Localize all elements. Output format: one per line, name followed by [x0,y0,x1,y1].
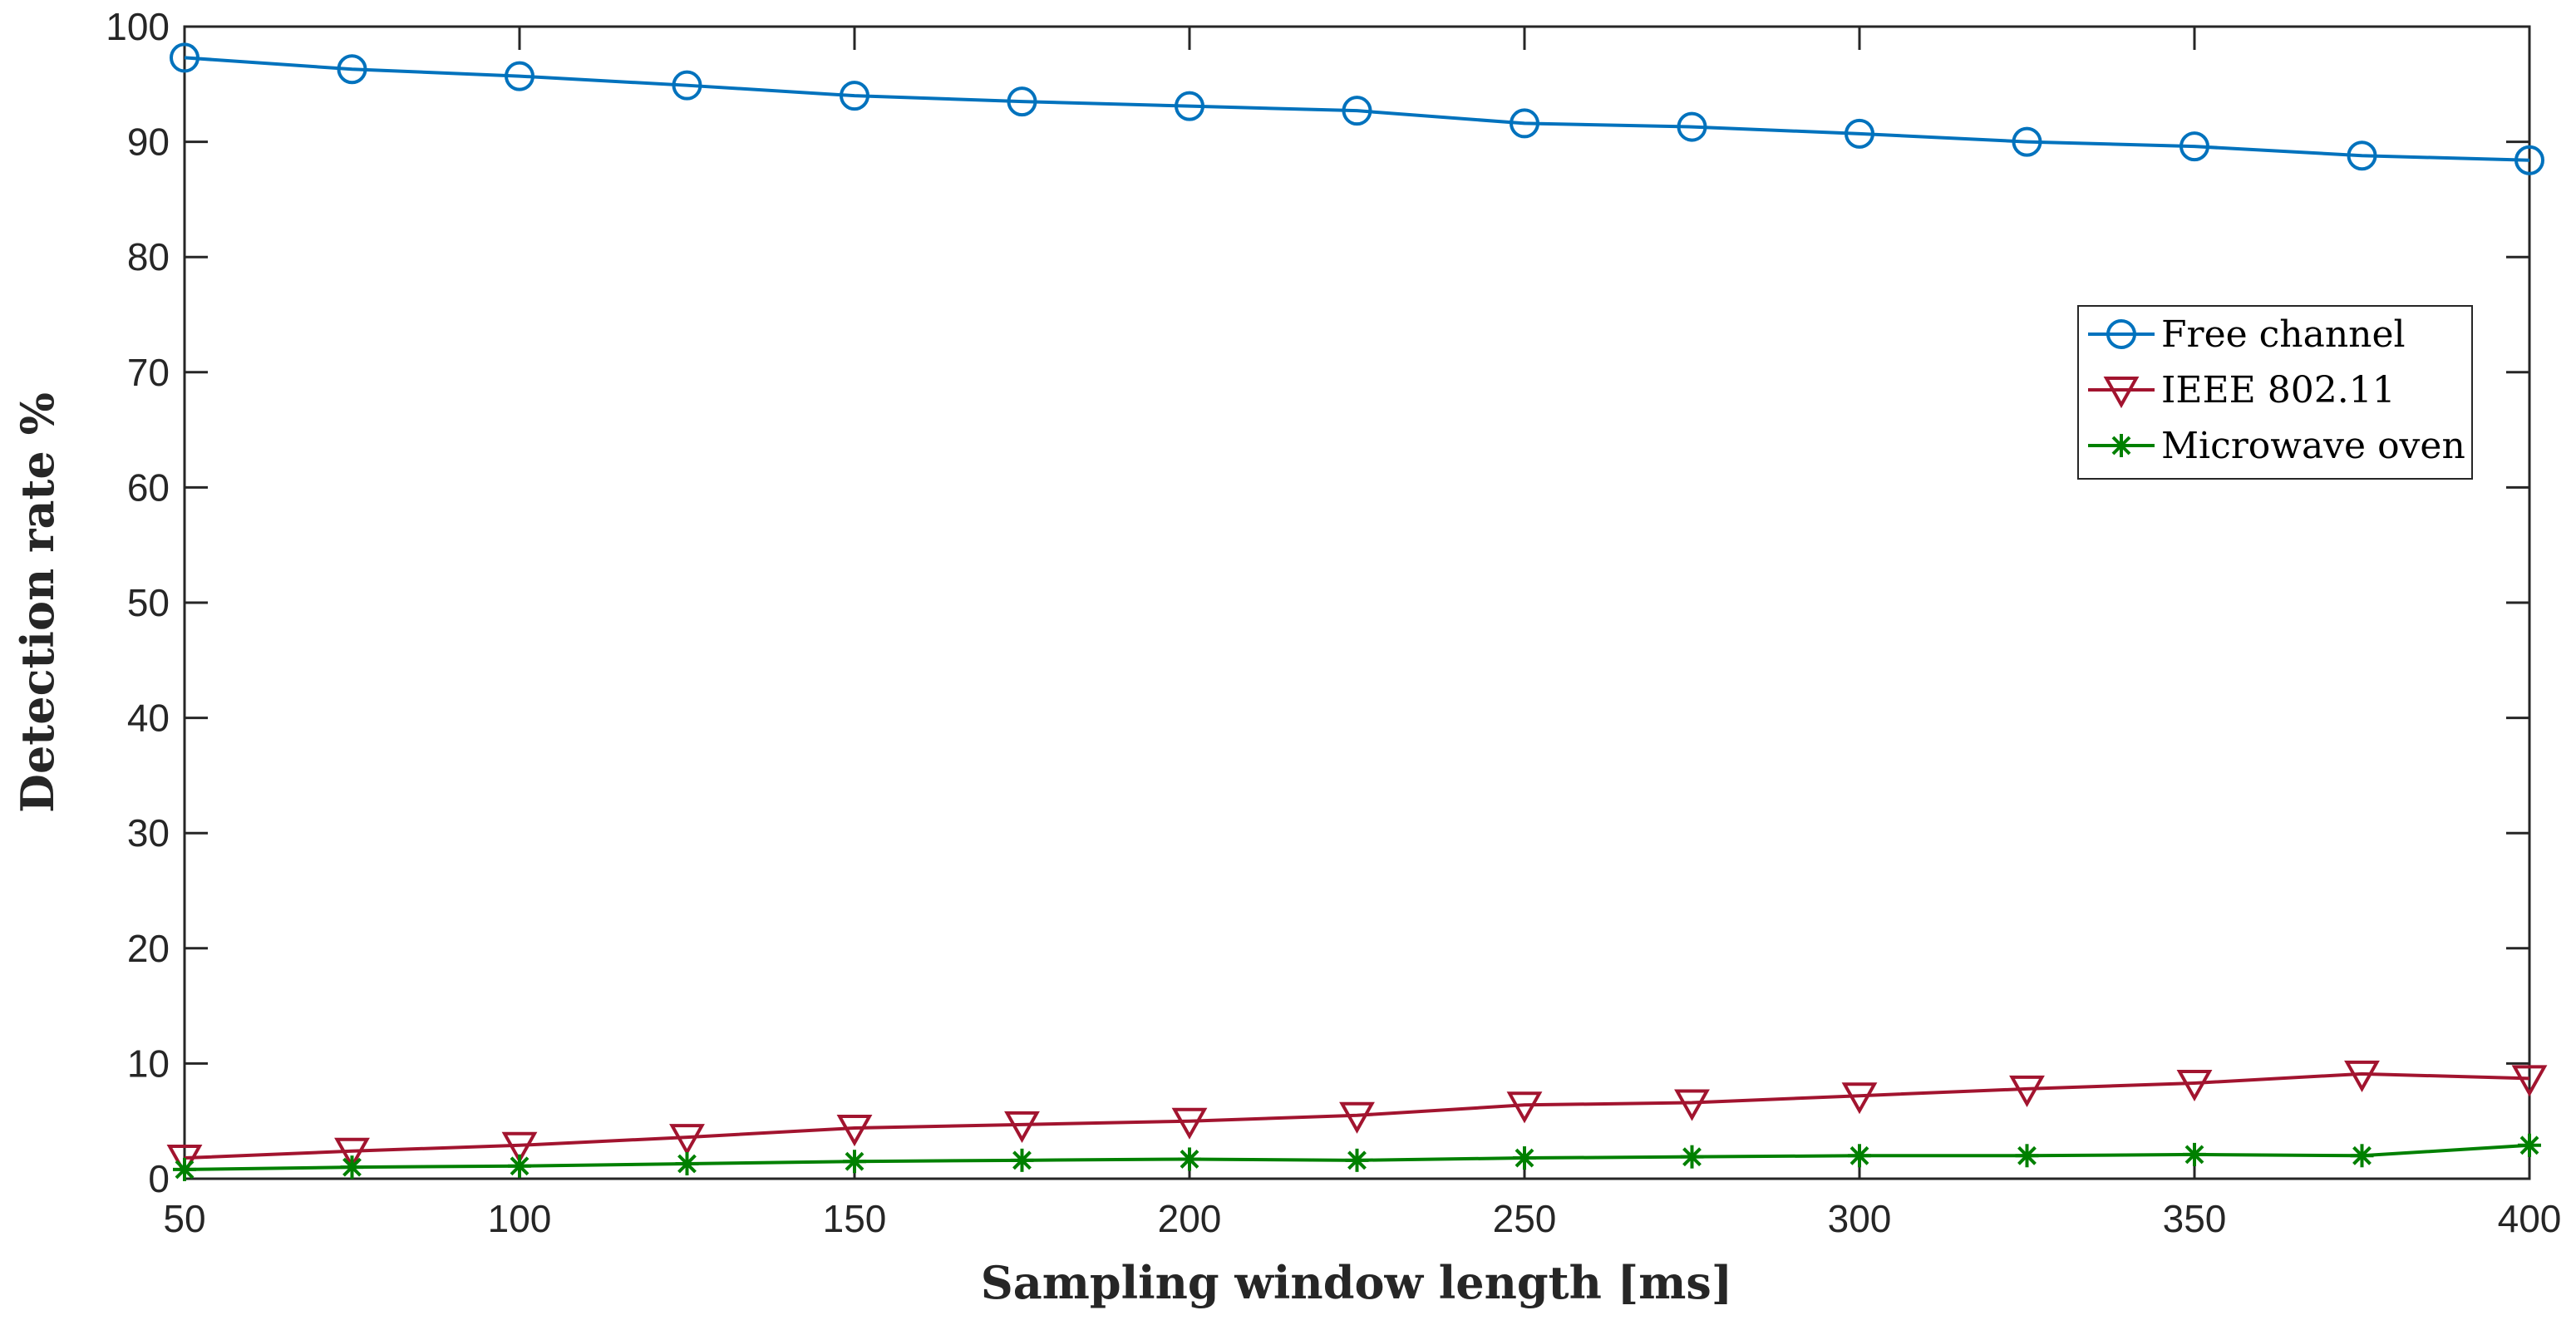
legend-marker [2106,319,2136,349]
x-tick-label: 400 [2498,1197,2562,1240]
data-point-microwave-oven [2350,1144,2374,1168]
data-point-free-channel [1342,96,1372,126]
x-tick-label: 300 [1828,1197,1892,1240]
data-point-free-channel [1175,91,1204,121]
legend-label: Microwave oven [2161,425,2465,467]
y-tick-label: 20 [127,927,170,970]
data-point-free-channel [2347,140,2377,171]
data-point-microwave-oven [173,1157,196,1181]
data-point-free-channel [170,42,199,73]
data-point-microwave-oven [1848,1144,1871,1168]
data-point-ieee-802-11 [2344,1060,2380,1092]
data-point-free-channel [2012,126,2042,157]
data-point-ieee-802-11 [2009,1075,2045,1107]
y-axis-title: Detection rate % [11,392,64,813]
data-point-microwave-oven [508,1154,531,1178]
x-tick-label: 250 [1493,1197,1557,1240]
y-tick-label: 100 [106,5,170,48]
data-point-ieee-802-11 [501,1131,538,1164]
series-ieee-802-11 [166,1060,2548,1177]
data-point-microwave-oven [1345,1148,1369,1172]
y-tick-label: 70 [127,351,170,394]
legend-marker [2103,377,2140,409]
x-tick-label: 150 [823,1197,887,1240]
y-tick-label: 0 [148,1157,170,1200]
data-point-free-channel [1677,111,1707,142]
y-tick-label: 90 [127,121,170,164]
data-point-ieee-802-11 [1674,1089,1710,1121]
legend: Free channel IEEE 802.11 Microwave oven [2077,305,2473,480]
x-tick-labels: 50 100 150 200 250 300 350 400 [163,1197,2561,1240]
data-point-ieee-802-11 [166,1145,203,1177]
series-microwave-oven [173,1133,2541,1181]
data-point-free-channel [1510,108,1539,139]
x-axis-title: Sampling window length [ms] [981,1256,1733,1309]
data-point-ieee-802-11 [669,1124,705,1156]
data-point-free-channel [1007,86,1037,117]
legend-marker [2110,434,2133,457]
data-point-free-channel [672,70,702,101]
y-tick-label: 30 [127,811,170,855]
data-point-microwave-oven [340,1155,364,1180]
series-free-channel [170,42,2544,175]
data-point-free-channel [337,54,367,85]
x-tick-label: 50 [163,1197,205,1240]
data-point-ieee-802-11 [1841,1082,1878,1115]
data-point-microwave-oven [1680,1145,1704,1169]
y-tick-label: 80 [127,235,170,278]
data-point-ieee-802-11 [334,1137,370,1170]
series-layer [166,42,2548,1181]
legend-label: IEEE 802.11 [2161,369,2396,411]
legend-entry-free-channel: Free channel [2088,313,2406,356]
data-point-ieee-802-11 [2176,1069,2213,1102]
data-point-microwave-oven [2015,1144,2039,1168]
data-point-microwave-oven [843,1150,866,1174]
data-point-microwave-oven [675,1151,699,1175]
legend-entry-ieee-802-11: IEEE 802.11 [2088,369,2396,411]
data-point-free-channel [505,61,534,91]
data-point-ieee-802-11 [1004,1111,1040,1143]
x-tick-label: 200 [1158,1197,1222,1240]
data-point-microwave-oven [2518,1133,2541,1157]
data-point-microwave-oven [1513,1146,1536,1170]
data-point-ieee-802-11 [836,1115,873,1147]
data-point-free-channel [2514,145,2544,175]
series-line-ieee-802-11 [184,1071,2530,1160]
data-point-ieee-802-11 [1506,1091,1543,1124]
legend-label: Free channel [2161,313,2406,356]
data-point-ieee-802-11 [1339,1101,1375,1134]
y-tick-label: 40 [127,697,170,740]
legend-entry-microwave-oven: Microwave oven [2088,425,2465,467]
data-point-free-channel [1845,118,1874,149]
data-point-free-channel [2180,131,2209,162]
data-point-ieee-802-11 [1171,1107,1208,1140]
y-tick-label: 10 [127,1042,170,1085]
data-point-microwave-oven [1010,1148,1034,1172]
data-point-microwave-oven [2183,1142,2206,1166]
data-point-ieee-802-11 [2511,1065,2548,1097]
x-tick-label: 350 [2163,1197,2227,1240]
axis-ticks [183,25,2531,1180]
y-tick-label: 50 [127,581,170,624]
y-tick-label: 60 [127,466,170,509]
y-tick-labels: 0 10 20 30 40 50 60 70 80 90 100 [106,5,170,1200]
data-point-microwave-oven [1178,1147,1201,1171]
x-tick-label: 100 [488,1197,552,1240]
plot-area [183,25,2531,1180]
data-point-free-channel [840,81,869,111]
series-line-free-channel [184,56,2530,162]
